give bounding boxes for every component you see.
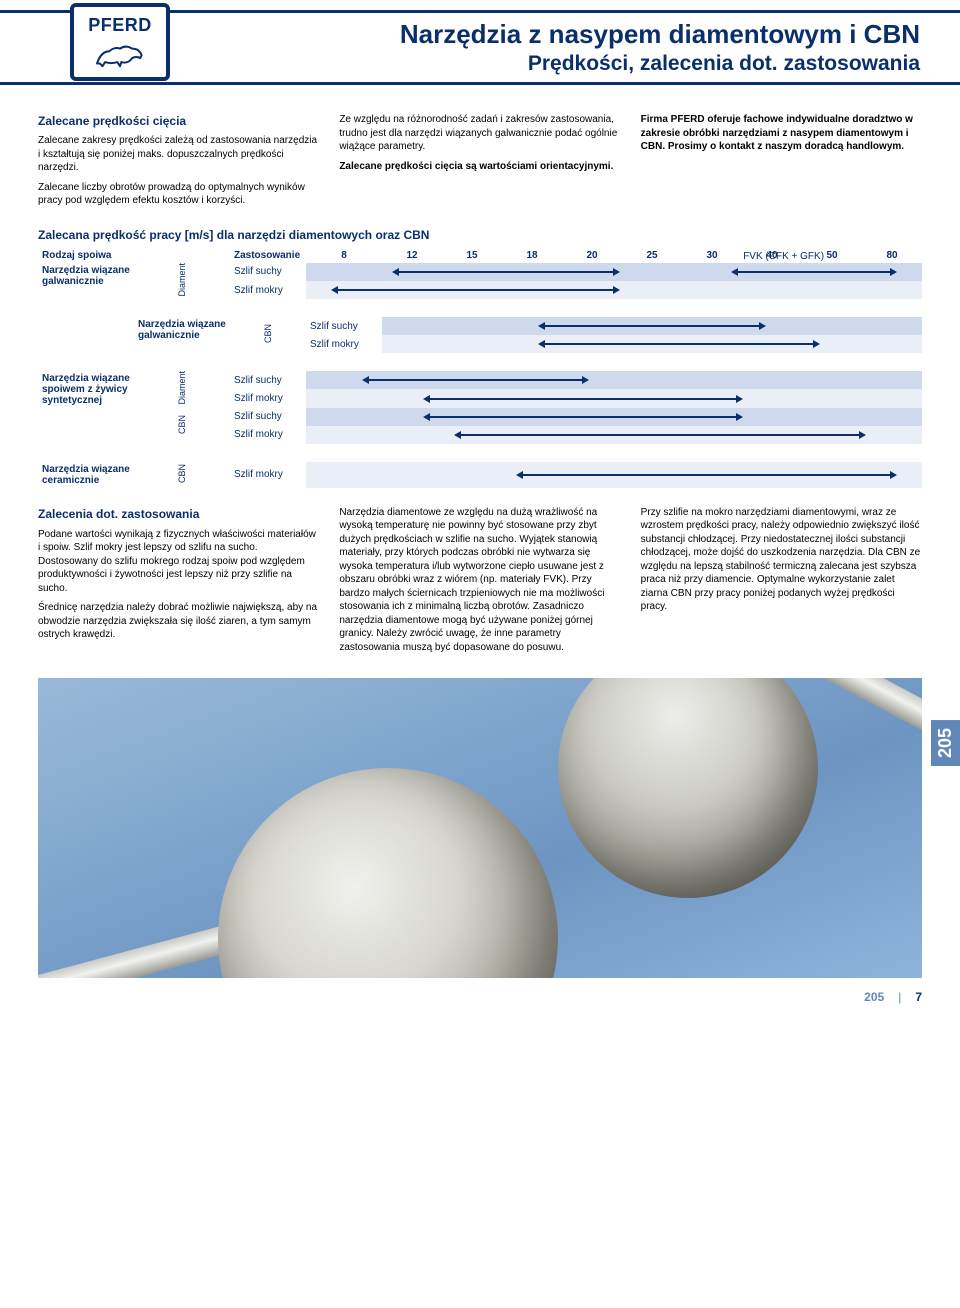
recommend-heading: Zalecenia dot. zastosowania (38, 506, 319, 522)
chart-header-value: 15 (442, 248, 502, 263)
chart-title: Zalecana prędkość pracy [m/s] dla narzęd… (38, 228, 922, 242)
catalog-number: 205 (864, 990, 884, 1004)
recommend-text: Narzędzia diamentowe ze względu na dużą … (339, 506, 620, 655)
intro-columns: Zalecane prędkości cięcia Zalecane zakre… (38, 113, 922, 214)
range-arrow (544, 343, 814, 345)
use-label: Szlif mokry (230, 281, 306, 299)
use-label: Szlif mokry (230, 389, 306, 407)
recommend-text: Przy szlifie na mokro narzędziami diamen… (641, 506, 922, 614)
intro-heading: Zalecane prędkości cięcia (38, 113, 319, 129)
range-arrow (398, 271, 614, 273)
header-band: PFERD Narzędzia z nasypem diamentowym i … (0, 10, 960, 85)
material-label: CBN (177, 464, 187, 483)
range-arrow (429, 416, 737, 418)
footer-separator: | (898, 990, 901, 1004)
chart-header-value: 25 (622, 248, 682, 263)
chart-header-value: 18 (502, 248, 562, 263)
range-arrow-fvk (737, 271, 891, 273)
bond-label: Narzędzia wiązane spoiwem z żywicy synte… (38, 371, 134, 444)
range-arrow (522, 474, 892, 476)
page-footer: 205 | 7 (0, 990, 960, 1018)
bond-label: Narzędzia wiązane ceramicznie (38, 462, 134, 488)
material-label: Diament (177, 263, 187, 297)
range-arrow (544, 325, 760, 327)
use-label: Szlif suchy (230, 371, 306, 389)
material-label: CBN (177, 415, 187, 434)
fvk-label: FVK (CFK + GFK) (743, 251, 824, 262)
page-title: Narzędzia z nasypem diamentowym i CBN (200, 19, 920, 50)
chart-header-value: 30 (682, 248, 742, 263)
range-arrow (460, 434, 860, 436)
horse-icon (93, 38, 147, 70)
use-label: Szlif suchy (306, 317, 382, 335)
speed-chart: Rodzaj spoiwaZastosowanie812151820253040… (38, 248, 922, 488)
intro-text: Zalecane liczby obrotów prowadzą do opty… (38, 181, 319, 208)
chart-header-value: 12 (382, 248, 442, 263)
chart-header-bond: Rodzaj spoiwa (38, 248, 134, 263)
use-label: Szlif mokry (230, 462, 306, 488)
logo: PFERD (70, 3, 170, 81)
chart-header-value: 8 (306, 248, 382, 263)
recommend-text: Średnicę narzędzia należy dobrać możliwi… (38, 601, 319, 642)
page-number: 7 (915, 990, 922, 1004)
chart-header-value: 20 (562, 248, 622, 263)
use-label: Szlif suchy (230, 408, 306, 426)
chart-header-use: Zastosowanie (230, 248, 306, 263)
section-tab: 205 (931, 720, 960, 766)
intro-text-bold: Firma PFERD oferuje fachowe indywidualne… (641, 113, 922, 154)
range-arrow (337, 289, 614, 291)
brand-name: PFERD (88, 15, 152, 36)
use-label: Szlif mokry (306, 335, 382, 353)
range-arrow (429, 398, 737, 400)
use-label: Szlif suchy (230, 263, 306, 281)
recommend-text: Podane wartości wynikają z fizycznych wł… (38, 528, 319, 596)
use-label: Szlif mokry (230, 426, 306, 444)
intro-text-bold: Zalecane prędkości cięcia są wartościami… (339, 160, 620, 174)
intro-text: Zalecane zakresy prędkości zależą od zas… (38, 134, 319, 175)
intro-text: Ze względu na różnorodność zadań i zakre… (339, 113, 620, 154)
recommendation-section: Zalecenia dot. zastosowania Podane warto… (38, 506, 922, 661)
bond-label: Narzędzia wiązane galwanicznie (134, 317, 230, 353)
chart-header-value: 80 (862, 248, 922, 263)
page-subtitle: Prędkości, zalecenia dot. zastosowania (200, 52, 920, 76)
range-arrow (368, 379, 584, 381)
product-photo (38, 678, 922, 978)
material-label: CBN (263, 324, 273, 343)
material-label: Diament (177, 371, 187, 405)
bond-label: Narzędzia wiązane galwanicznie (38, 263, 134, 354)
